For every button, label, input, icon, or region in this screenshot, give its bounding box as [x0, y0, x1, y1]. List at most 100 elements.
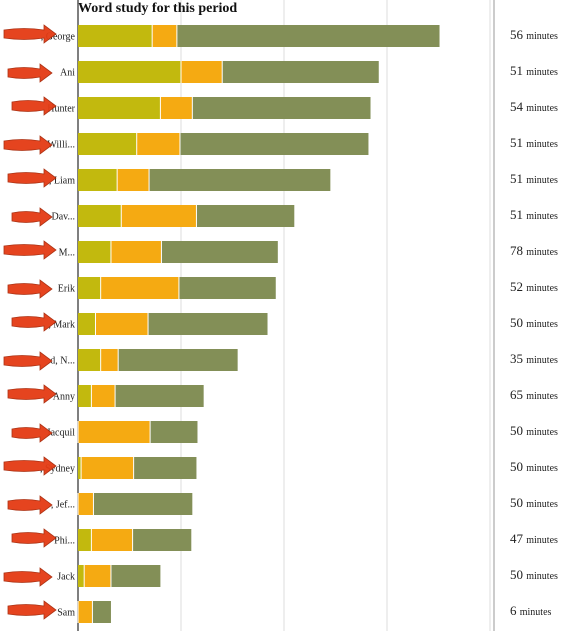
- bar-segment-3: [149, 169, 331, 191]
- minutes-unit: minutes: [526, 67, 558, 78]
- bars: [77, 25, 440, 623]
- category-label: Anny: [53, 392, 75, 403]
- bar-segment-3: [93, 493, 193, 515]
- category-label: , Mark: [48, 320, 75, 331]
- bar-segment-2: [160, 97, 193, 119]
- bar-segment-2: [78, 421, 151, 443]
- bar-segment-2: [81, 457, 134, 479]
- bar-segment-2: [117, 169, 150, 191]
- bar-segment-3: [150, 421, 198, 443]
- minutes-unit: minutes: [526, 103, 558, 114]
- category-labels: , George Ani Hunter Willi... , Liam Dav... M..…: [40, 32, 76, 619]
- minutes-value: 52 minutes: [510, 279, 558, 294]
- bar-segment-2: [91, 385, 116, 407]
- bar-segment-3: [196, 205, 295, 227]
- bar-segment-2: [121, 205, 197, 227]
- bar-segment-1: [78, 277, 101, 299]
- bar-segment-2: [91, 529, 133, 551]
- bar-segment-3: [148, 313, 268, 335]
- bar-segment-2: [152, 25, 177, 47]
- minutes-value: 50 minutes: [510, 315, 558, 330]
- minutes-value: 54 minutes: [510, 99, 558, 114]
- bar-segment-1: [78, 565, 85, 587]
- red-arrow-icon: [3, 456, 57, 476]
- bar-segment-1: [78, 133, 137, 155]
- minutes-value: 50 minutes: [510, 567, 558, 582]
- category-label: Sam: [57, 608, 75, 619]
- minutes-unit: minutes: [526, 391, 558, 402]
- category-label: Jacquil: [47, 428, 76, 439]
- bar-segment-1: [78, 241, 111, 263]
- bar-segment-1: [78, 529, 92, 551]
- minutes-value: 50 minutes: [510, 495, 558, 510]
- red-arrow-icon: [3, 351, 53, 371]
- category-label: Jack: [57, 572, 75, 583]
- bar-segment-3: [115, 385, 204, 407]
- category-label: Erik: [58, 284, 75, 295]
- bar-segment-2: [78, 493, 94, 515]
- minutes-value: 51 minutes: [510, 135, 558, 150]
- bar-segment-1: [78, 205, 122, 227]
- minutes-column: 56 minutes 51 minutes 54 minutes 51 minutes…: [510, 27, 558, 618]
- minutes-unit: minutes: [526, 31, 558, 42]
- red-arrow-icon: [7, 168, 57, 188]
- bar-segment-2: [100, 277, 179, 299]
- red-arrow-icon: [11, 207, 53, 227]
- bar-segment-3: [92, 601, 111, 623]
- minutes-value: 50 minutes: [510, 459, 558, 474]
- bar-segment-2: [100, 349, 119, 371]
- bar-segment-2: [136, 133, 180, 155]
- bar-segment-3: [132, 529, 192, 551]
- minutes-unit: minutes: [526, 247, 558, 258]
- bar-segment-3: [161, 241, 278, 263]
- red-arrow-icon: [7, 495, 53, 515]
- red-arrow-icon: [3, 135, 53, 155]
- bar-segment-2: [95, 313, 149, 335]
- category-label: Hunter: [47, 104, 75, 115]
- red-arrow-icon: [11, 423, 53, 443]
- minutes-unit: minutes: [526, 283, 558, 294]
- category-label: , George: [41, 32, 76, 43]
- bar-segment-1: [78, 97, 161, 119]
- bar-segment-3: [133, 457, 197, 479]
- bar-segment-3: [178, 277, 276, 299]
- red-arrow-icon: [11, 96, 57, 116]
- bar-segment-3: [192, 97, 371, 119]
- minutes-value: 51 minutes: [510, 63, 558, 78]
- minutes-unit: minutes: [526, 355, 558, 366]
- minutes-value: 56 minutes: [510, 27, 558, 42]
- minutes-value: 65 minutes: [510, 387, 558, 402]
- bar-segment-1: [78, 457, 82, 479]
- minutes-value: 47 minutes: [510, 531, 558, 546]
- minutes-unit: minutes: [526, 319, 558, 330]
- annotation-arrows: [3, 24, 57, 620]
- red-arrow-icon: [3, 567, 53, 587]
- minutes-value: 51 minutes: [510, 171, 558, 186]
- bar-segment-2: [78, 601, 93, 623]
- category-label: , Sydney: [40, 464, 75, 475]
- bar-segment-1: [78, 61, 181, 83]
- minutes-value: 50 minutes: [510, 423, 558, 438]
- red-arrow-icon: [7, 384, 57, 404]
- red-arrow-icon: [3, 240, 57, 260]
- red-arrow-icon: [7, 600, 57, 620]
- category-label: , Jef...: [51, 500, 75, 511]
- red-arrow-icon: [3, 24, 57, 44]
- minutes-unit: minutes: [526, 175, 558, 186]
- bar-segment-3: [118, 349, 238, 371]
- bar-segment-3: [176, 25, 440, 47]
- minutes-value: 78 minutes: [510, 243, 558, 258]
- bar-segment-2: [181, 61, 223, 83]
- minutes-unit: minutes: [526, 427, 558, 438]
- red-arrow-icon: [11, 528, 57, 548]
- minutes-value: 35 minutes: [510, 351, 558, 366]
- bar-segment-1: [78, 169, 118, 191]
- chart-title: Word study for this period: [78, 1, 237, 16]
- minutes-unit: minutes: [526, 571, 558, 582]
- minutes-value: 51 minutes: [510, 207, 558, 222]
- red-arrow-icon: [7, 279, 53, 299]
- minutes-unit: minutes: [526, 499, 558, 510]
- bar-segment-1: [78, 385, 92, 407]
- bar-segment-3: [222, 61, 379, 83]
